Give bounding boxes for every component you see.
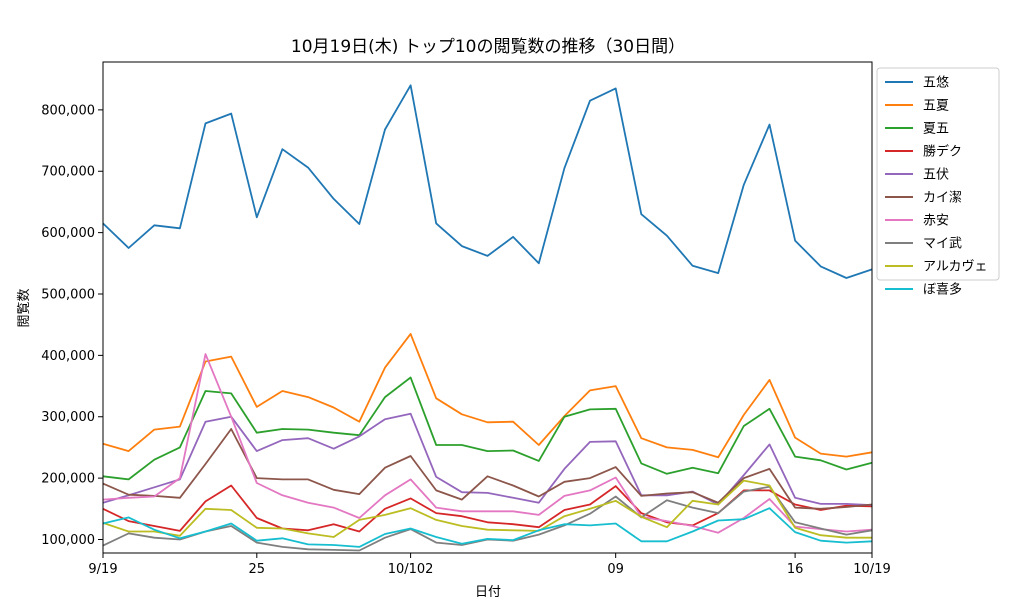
y-tick-label: 800,000 <box>41 103 95 118</box>
x-tick-label: 10/102 <box>388 562 434 577</box>
legend-label: 五伏 <box>923 168 949 183</box>
x-tick-label: 9/19 <box>88 562 117 577</box>
y-tick-label: 600,000 <box>41 226 95 241</box>
series-line-5 <box>102 428 873 510</box>
y-tick-label: 200,000 <box>41 472 95 487</box>
x-axis-label: 日付 <box>475 585 501 600</box>
legend-label: カイ潔 <box>923 191 962 206</box>
y-tick-label: 400,000 <box>41 349 95 364</box>
plot-area <box>102 84 873 552</box>
series-line-8 <box>102 479 872 539</box>
y-axis-label: 閲覧数 <box>16 288 32 327</box>
y-tick-label: 100,000 <box>41 533 95 548</box>
legend-box <box>876 67 1000 281</box>
x-tick-label: 25 <box>249 562 266 577</box>
series-line-4 <box>102 412 873 506</box>
series-line-1 <box>102 332 873 459</box>
series-line-7 <box>102 485 873 552</box>
plot-frame <box>102 61 873 554</box>
series-line-6 <box>102 353 873 534</box>
legend-label: 五悠 <box>923 76 949 91</box>
legend-label: マイ武 <box>923 237 962 252</box>
chart-title: 10月19日(木) トップ10の閲覧数の推移（30日間） <box>291 37 685 57</box>
x-tick-label: 10/19 <box>853 562 890 577</box>
x-axis: 9/19 25 10/102 09 16 10/19 <box>88 553 891 577</box>
legend-label: 五夏 <box>923 99 949 114</box>
x-tick-label: 16 <box>787 562 804 577</box>
y-tick-label: 700,000 <box>41 165 95 180</box>
y-tick-label: 500,000 <box>41 287 95 302</box>
legend-label: 赤安 <box>923 214 949 229</box>
x-tick-label: 09 <box>607 562 624 577</box>
series-line-9 <box>102 507 873 548</box>
legend-label: ぼ喜多 <box>923 282 962 298</box>
legend-label: アルカヴェ <box>923 259 987 275</box>
series-line-2 <box>102 376 873 481</box>
y-axis: 100,000 200,000 300,000 400,000 500,000 600,0… <box>41 103 103 548</box>
legend-label: 勝デク <box>923 144 962 160</box>
series-line-0 <box>102 84 873 279</box>
legend-label: 夏五 <box>923 122 949 137</box>
series-line-3 <box>102 484 873 533</box>
y-tick-label: 300,000 <box>41 410 95 425</box>
